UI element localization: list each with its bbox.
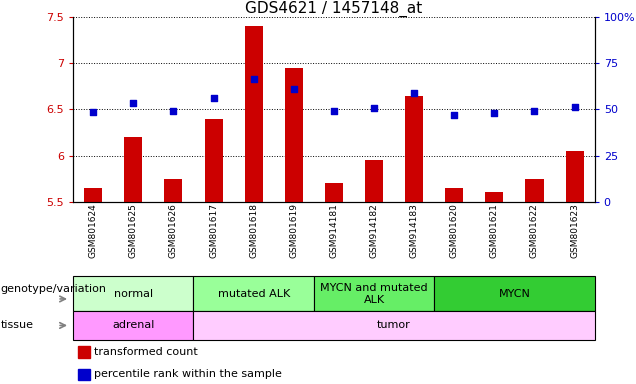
Text: percentile rank within the sample: percentile rank within the sample (94, 369, 282, 379)
Point (489, 110, 499, 116)
Bar (285, 68, 303, 202)
Text: normal: normal (114, 289, 153, 299)
Text: MYCN: MYCN (499, 289, 530, 299)
Bar (193, 311, 595, 340)
Point (169, 108, 179, 114)
Bar (84, 188, 102, 202)
Bar (73, 311, 193, 340)
Point (128, 100, 139, 106)
Text: genotype/variation: genotype/variation (1, 283, 107, 294)
Bar (78, 369, 90, 379)
Bar (78, 346, 90, 358)
Title: GDS4621 / 1457148_at: GDS4621 / 1457148_at (245, 1, 422, 17)
Bar (565, 151, 584, 202)
Point (569, 104, 579, 110)
Text: transformed count: transformed count (94, 347, 198, 357)
Bar (485, 192, 504, 202)
Text: adrenal: adrenal (112, 320, 155, 331)
Bar (245, 26, 263, 202)
Point (249, 76, 259, 82)
Text: tumor: tumor (377, 320, 411, 331)
Point (449, 112, 459, 118)
Point (409, 90, 419, 96)
Point (329, 108, 339, 114)
Bar (325, 183, 343, 202)
Bar (205, 119, 223, 202)
Point (88, 109, 99, 115)
Bar (314, 276, 434, 311)
Bar (193, 276, 314, 311)
Text: mutated ALK: mutated ALK (218, 289, 290, 299)
Point (529, 108, 539, 114)
Point (209, 95, 219, 101)
Bar (445, 188, 463, 202)
Bar (405, 96, 423, 202)
Bar (164, 179, 183, 202)
Point (289, 86, 299, 92)
Bar (365, 160, 383, 202)
Bar (525, 179, 544, 202)
Bar (434, 276, 595, 311)
Bar (124, 137, 142, 202)
Text: tissue: tissue (1, 320, 34, 331)
Text: MYCN and mutated
ALK: MYCN and mutated ALK (320, 283, 428, 305)
Bar (73, 276, 193, 311)
Point (369, 104, 379, 111)
